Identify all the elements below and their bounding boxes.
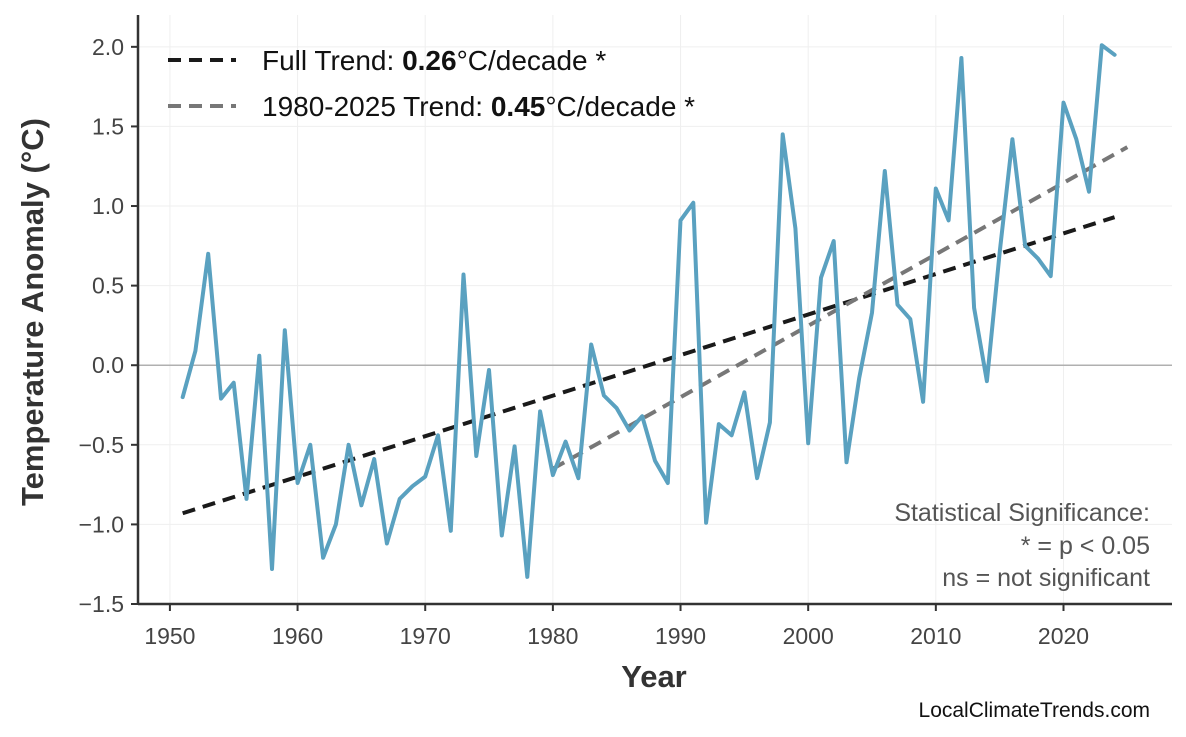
y-tick-label: 2.0	[92, 34, 124, 60]
x-tick-label: 2000	[783, 623, 834, 649]
x-tick-label: 1990	[655, 623, 706, 649]
y-tick-label: −0.5	[79, 432, 124, 458]
legend-full-trend-value: 0.26	[402, 45, 457, 76]
x-tick-label: 2020	[1038, 623, 1089, 649]
y-axis-title: Temperature Anomaly (°C)	[15, 118, 50, 506]
x-axis-ticks: 1950 1960 1970 1980 1990 2000 2010 2020	[144, 604, 1089, 649]
source-credit: LocalClimateTrends.com	[919, 699, 1150, 722]
significance-note-ns: ns = not significant	[942, 564, 1150, 592]
significance-note-star: * = p < 0.05	[1021, 532, 1150, 560]
x-axis-title: Year	[621, 659, 687, 694]
axes	[136, 15, 1172, 606]
significance-note-title: Statistical Significance:	[894, 499, 1150, 527]
x-tick-label: 1970	[400, 623, 451, 649]
legend-full-trend-suffix: °C/decade *	[457, 45, 607, 76]
anomaly-series	[180, 43, 1117, 579]
full-trend-line	[182, 215, 1116, 516]
y-tick-label: −1.0	[79, 511, 124, 537]
significance-note: Statistical Significance: * = p < 0.05 n…	[894, 499, 1150, 592]
trend-lines	[182, 145, 1129, 516]
y-tick-label: 1.5	[92, 113, 124, 139]
legend-label-full-trend: Full Trend: 0.26°C/decade *	[262, 45, 606, 76]
y-axis-ticks: −1.5 −1.0 −0.5 0.0 0.5 1.0 1.5 2.0	[79, 34, 138, 617]
recent-trend-line	[551, 145, 1129, 471]
legend-recent-trend-name: 1980-2025 Trend:	[262, 91, 491, 122]
legend-full-trend-name: Full Trend:	[262, 45, 402, 76]
y-tick-label: 0.0	[92, 352, 124, 378]
legend-recent-trend-suffix: °C/decade *	[545, 91, 695, 122]
x-tick-label: 1980	[527, 623, 578, 649]
y-tick-label: 1.0	[92, 193, 124, 219]
y-tick-label: −1.5	[79, 591, 124, 617]
legend: Full Trend: 0.26°C/decade * 1980-2025 Tr…	[168, 45, 695, 122]
anomaly-line	[180, 43, 1117, 579]
x-tick-label: 1950	[144, 623, 195, 649]
y-tick-label: 0.5	[92, 273, 124, 299]
x-tick-label: 1960	[272, 623, 323, 649]
x-tick-label: 2010	[910, 623, 961, 649]
legend-label-recent-trend: 1980-2025 Trend: 0.45°C/decade *	[262, 91, 695, 122]
legend-recent-trend-value: 0.45	[491, 91, 546, 122]
